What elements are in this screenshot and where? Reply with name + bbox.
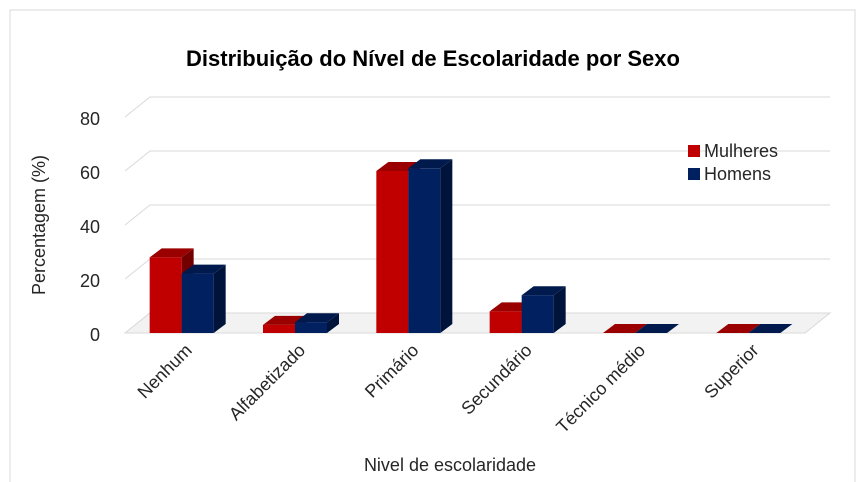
grid-line (124, 204, 830, 226)
bar-top (295, 313, 339, 323)
y-tick-label: 0 (90, 325, 100, 345)
bar (521, 295, 554, 333)
x-tick-label: Técnico médio (552, 340, 649, 437)
x-tick-label: Nenhum (134, 340, 196, 402)
bar-side (213, 264, 226, 333)
x-tick-label: Primário (361, 340, 423, 402)
bar (181, 273, 214, 333)
bar (295, 322, 327, 333)
bar-top (408, 159, 453, 169)
bar (376, 171, 409, 333)
chart-frame (9, 9, 856, 482)
legend-label: Mulheres (704, 141, 778, 161)
chart-title: Distribuição do Nível de Escolaridade po… (186, 46, 680, 71)
legend-swatch (688, 168, 700, 180)
bar-top (716, 324, 761, 333)
x-tick-label: Secundário (457, 340, 536, 419)
grid-line (124, 150, 830, 172)
y-axis-label: Percentagem (%) (29, 155, 49, 295)
bar-side (327, 313, 339, 333)
grid-line (124, 96, 830, 118)
bar-top (521, 286, 566, 296)
legend-label: Homens (704, 164, 771, 184)
x-axis-label: Nivel de escolaridade (364, 455, 536, 475)
y-tick-label: 40 (80, 217, 100, 237)
x-tick-label: Superior (700, 340, 762, 402)
bar-top (635, 324, 679, 333)
bar (408, 168, 441, 333)
bar-side (440, 159, 453, 333)
grid-line (124, 258, 830, 280)
bar-top (748, 324, 793, 333)
bar-side (553, 286, 566, 333)
x-tick-label: Alfabetizado (225, 340, 309, 424)
y-tick-label: 80 (80, 109, 100, 129)
y-tick-label: 20 (80, 271, 100, 291)
bar-top (181, 264, 226, 274)
bar (263, 324, 295, 333)
bar (489, 311, 522, 333)
bar (149, 257, 182, 333)
bar-top (603, 324, 647, 333)
y-tick-label: 60 (80, 163, 100, 183)
bar-top (149, 248, 194, 258)
legend-swatch (688, 145, 700, 157)
